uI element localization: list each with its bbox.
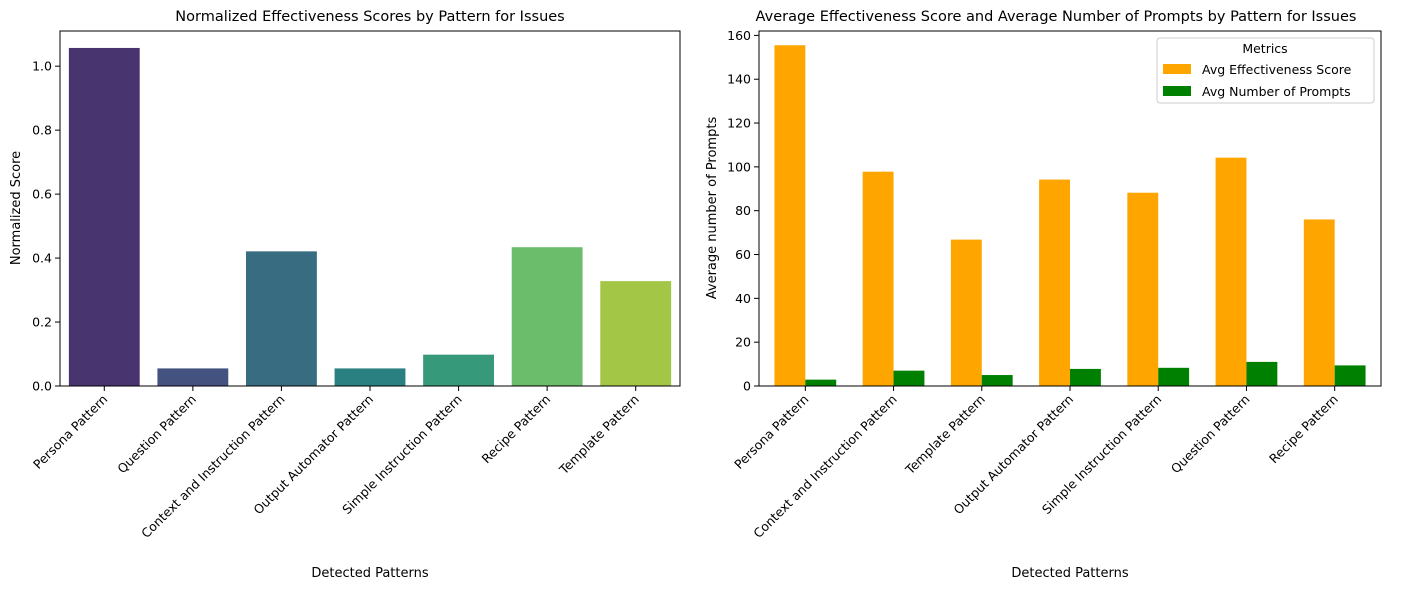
x-tick-label-recipe-pattern: Recipe Pattern [478,392,553,467]
chart1-title: Normalized Effectiveness Scores by Patte… [175,9,564,25]
legend-label-avg-effectiveness-score: Avg Effectiveness Score [1202,62,1352,77]
x-tick-label-persona-pattern: Persona Pattern [731,392,811,472]
legend-title: Metrics [1242,41,1287,56]
chart2-y-axis-label: Average number of Prompts [705,117,720,300]
bar-avg-number-of-prompts-question-pattern [1246,361,1278,386]
bar-avg-effectiveness-score-output-automator-pattern [1039,179,1070,386]
legend-frame [1156,37,1375,104]
bar-recipe-pattern [511,247,583,386]
bar-avg-effectiveness-score-simple-instruction-pattern [1127,192,1159,386]
y-tick-label: 160 [727,28,751,43]
y-tick-label: 0.2 [32,315,52,330]
bar-simple-instruction-pattern [423,354,494,386]
x-tick-label-template-pattern: Template Pattern [902,392,988,478]
legend-label-avg-number-of-prompts: Avg Number of Prompts [1202,84,1351,99]
bar-output-automator-pattern [334,368,406,386]
y-tick-label: 1.0 [32,59,52,74]
y-tick-label: 140 [727,72,751,87]
x-tick-label-context-and-instruction-pattern: Context and Instruction Pattern [138,392,287,541]
y-tick-label: 20 [735,335,751,350]
x-tick-label-question-pattern: Question Pattern [114,392,199,477]
chart-average-effectiveness-and-prompts: Average Effectiveness Score and Average … [705,9,1382,581]
bar-avg-number-of-prompts-persona-pattern [805,379,837,386]
bar-avg-effectiveness-score-question-pattern [1215,157,1247,386]
bar-avg-number-of-prompts-context-and-instruction-pattern [893,370,925,386]
legend-swatch-avg-number-of-prompts [1163,86,1191,96]
y-tick-label: 0 [743,379,751,394]
legend-swatch-avg-effectiveness-score [1163,64,1191,74]
x-tick-label-persona-pattern: Persona Pattern [30,392,110,472]
bar-avg-number-of-prompts-recipe-pattern [1334,365,1366,386]
bar-avg-number-of-prompts-output-automator-pattern [1070,368,1101,386]
chart2-plot-frame [758,30,1382,387]
y-tick-label: 60 [735,247,751,262]
x-tick-label-template-pattern: Template Pattern [556,392,642,478]
bar-avg-effectiveness-score-recipe-pattern [1303,219,1335,386]
bar-context-and-instruction-pattern [246,251,317,386]
bar-template-pattern [600,281,672,386]
chart-normalized-scores: Normalized Effectiveness Scores by Patte… [9,9,681,581]
bar-avg-number-of-prompts-template-pattern [981,375,1013,386]
y-tick-label: 120 [727,116,751,131]
chart2-title: Average Effectiveness Score and Average … [756,9,1357,25]
chart2-legend: Metrics Avg Effectiveness Score Avg Numb… [1156,37,1375,104]
x-tick-label-recipe-pattern: Recipe Pattern [1266,392,1341,467]
bar-avg-effectiveness-score-context-and-instruction-pattern [862,171,894,386]
bar-avg-number-of-prompts-simple-instruction-pattern [1158,367,1190,386]
x-tick-label-question-pattern: Question Pattern [1168,392,1253,477]
chart1-x-axis-label: Detected Patterns [311,566,429,581]
chart1-plot-frame [59,30,681,387]
y-tick-label: 80 [735,203,751,218]
chart2-x-axis-label: Detected Patterns [1011,566,1129,581]
y-tick-label: 100 [727,159,751,174]
y-tick-label: 0.0 [32,379,52,394]
bar-persona-pattern [68,47,140,387]
y-tick-label: 0.4 [32,251,52,266]
bar-question-pattern [157,368,229,386]
bar-avg-effectiveness-score-template-pattern [950,239,982,386]
chart1-y-axis-label: Normalized Score [9,151,24,265]
y-tick-label: 0.6 [32,187,52,202]
y-tick-label: 40 [735,291,751,306]
y-tick-label: 0.8 [32,123,52,138]
bar-avg-effectiveness-score-persona-pattern [774,45,806,386]
x-tick-label-context-and-instruction-pattern: Context and Instruction Pattern [750,392,899,541]
